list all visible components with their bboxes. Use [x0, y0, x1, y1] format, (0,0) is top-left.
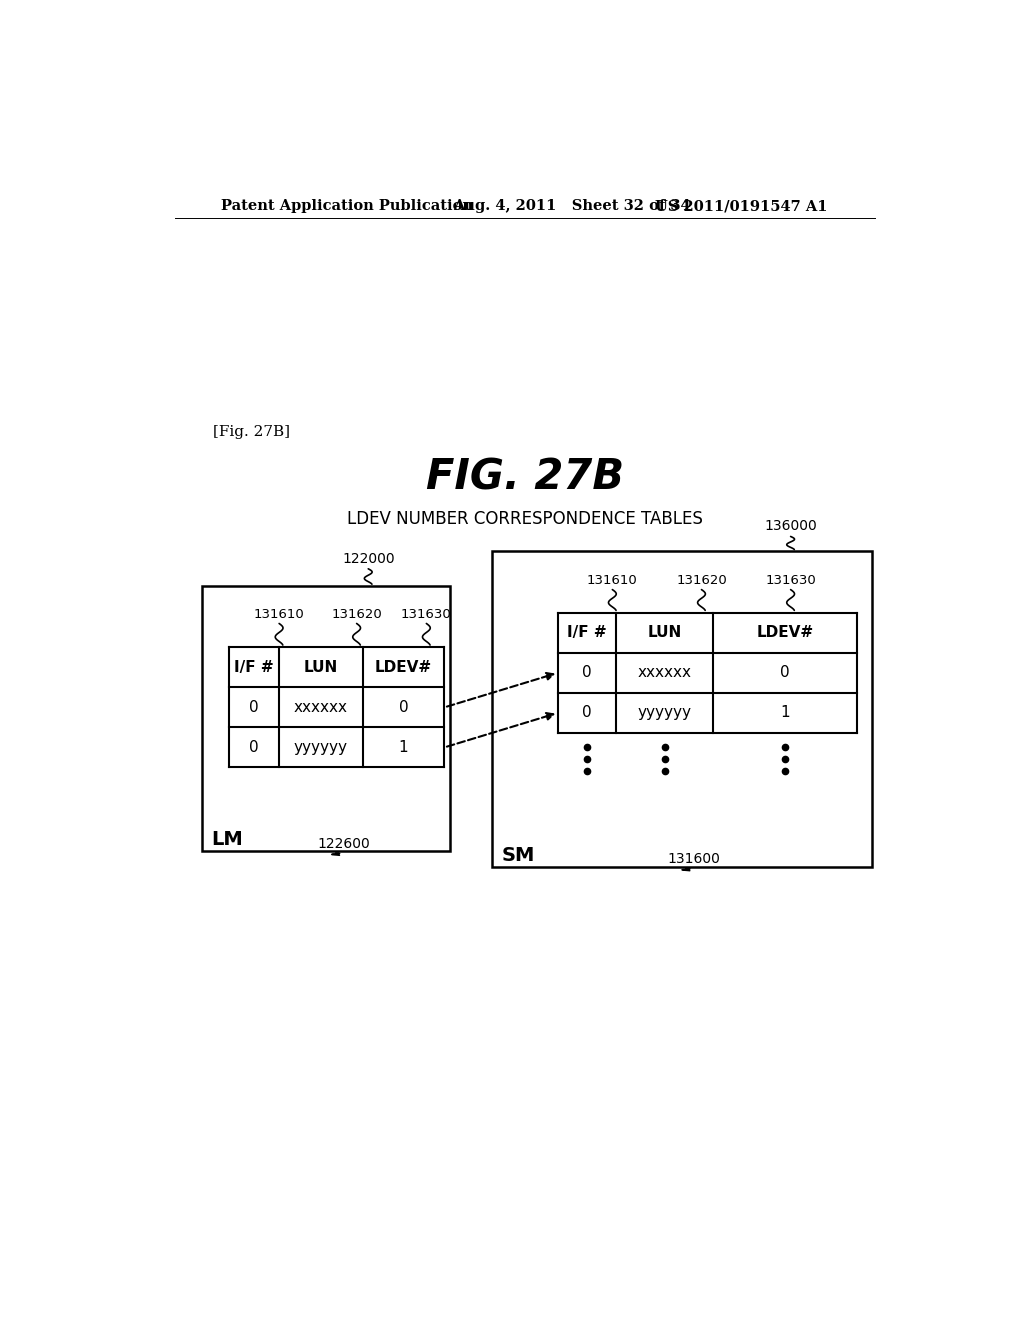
Text: 131620: 131620	[331, 607, 382, 620]
Text: 131600: 131600	[668, 853, 720, 866]
Text: 122000: 122000	[342, 552, 394, 566]
Text: [Fig. 27B]: [Fig. 27B]	[213, 425, 290, 438]
Text: 131610: 131610	[254, 607, 304, 620]
Text: 131610: 131610	[587, 574, 638, 587]
Text: 1: 1	[398, 741, 409, 755]
Text: 0: 0	[249, 741, 259, 755]
Text: LDEV NUMBER CORRESPONDENCE TABLES: LDEV NUMBER CORRESPONDENCE TABLES	[347, 510, 702, 528]
Text: 122600: 122600	[317, 837, 370, 850]
Text: LDEV#: LDEV#	[757, 626, 813, 640]
Text: 0: 0	[583, 665, 592, 680]
Text: Patent Application Publication: Patent Application Publication	[221, 199, 473, 213]
Text: I/F #: I/F #	[567, 626, 607, 640]
Text: Aug. 4, 2011   Sheet 32 of 34: Aug. 4, 2011 Sheet 32 of 34	[454, 199, 691, 213]
Text: 131620: 131620	[676, 574, 727, 587]
Text: LDEV#: LDEV#	[375, 660, 432, 675]
Text: 0: 0	[780, 665, 790, 680]
Text: yyyyyy: yyyyyy	[638, 705, 691, 721]
Text: 1: 1	[780, 705, 790, 721]
Text: 0: 0	[583, 705, 592, 721]
Text: yyyyyy: yyyyyy	[294, 741, 348, 755]
Text: I/F #: I/F #	[234, 660, 273, 675]
Text: LUN: LUN	[304, 660, 338, 675]
Text: 0: 0	[398, 700, 409, 715]
Text: xxxxxx: xxxxxx	[638, 665, 691, 680]
Text: 136000: 136000	[764, 520, 817, 533]
Bar	[493, 552, 872, 867]
Text: 131630: 131630	[401, 607, 452, 620]
Text: LUN: LUN	[647, 626, 682, 640]
Text: 131630: 131630	[765, 574, 816, 587]
Text: LM: LM	[211, 830, 243, 849]
Bar	[202, 586, 450, 851]
Text: xxxxxx: xxxxxx	[294, 700, 348, 715]
Text: 0: 0	[249, 700, 259, 715]
Text: US 2011/0191547 A1: US 2011/0191547 A1	[655, 199, 827, 213]
Text: FIG. 27B: FIG. 27B	[426, 457, 624, 499]
Text: SM: SM	[502, 846, 535, 865]
